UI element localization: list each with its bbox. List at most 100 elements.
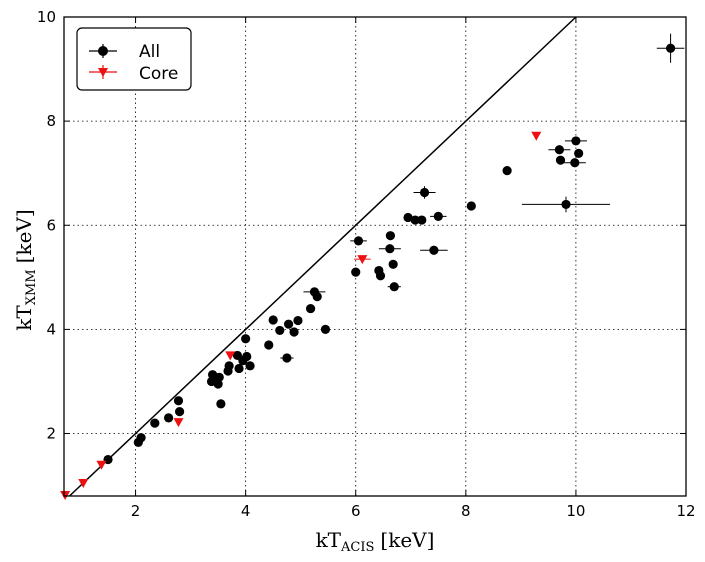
data-point-all: [564, 136, 587, 146]
legend-label-all: All: [139, 42, 160, 62]
point-marker: [665, 43, 676, 53]
point-marker: [96, 460, 107, 470]
x-axis-label: kTACIS [keV]: [316, 528, 435, 555]
data-point-all: [548, 145, 571, 155]
legend: All Core: [76, 27, 192, 91]
plot-frame: [63, 16, 687, 497]
data-point-all: [502, 165, 512, 176]
x-tick-label: 12: [676, 502, 695, 520]
y-tick-label: 6: [46, 216, 56, 234]
point-marker: [419, 187, 430, 198]
data-point-all: [375, 271, 386, 281]
data-point-all: [224, 361, 234, 371]
point-marker: [224, 361, 234, 371]
point-marker: [289, 327, 299, 337]
point-marker: [351, 267, 361, 277]
data-point-core: [78, 478, 89, 488]
data-point-all: [312, 291, 322, 302]
point-marker: [268, 315, 278, 325]
legend-box: [76, 27, 192, 91]
point-marker: [173, 418, 184, 428]
point-marker: [320, 324, 331, 334]
point-marker: [502, 165, 512, 176]
point-marker: [410, 215, 420, 225]
point-marker: [305, 303, 316, 314]
point-marker: [214, 372, 224, 382]
data-point-all: [289, 327, 299, 337]
x-tick-label: 10: [566, 502, 585, 520]
data-point-all: [293, 315, 303, 326]
data-point-all: [574, 148, 584, 159]
point-marker: [570, 158, 580, 168]
point-marker: [150, 418, 160, 428]
data-point-all: [213, 379, 223, 389]
data-point-all: [555, 155, 566, 165]
y-tick-label: 10: [37, 8, 56, 26]
data-point-all: [173, 396, 184, 406]
point-marker: [136, 433, 146, 443]
point-marker: [293, 315, 303, 326]
x-tick-label: 6: [351, 502, 361, 520]
data-point-all: [275, 325, 285, 336]
data-point-core: [354, 255, 371, 265]
data-point-all: [136, 433, 146, 443]
point-marker: [571, 136, 581, 146]
x-tick-label: 8: [461, 502, 471, 520]
point-marker: [216, 399, 226, 409]
point-marker: [282, 353, 292, 363]
point-marker: [417, 215, 427, 225]
data-point-core: [225, 351, 236, 361]
data-point-all: [214, 372, 224, 382]
data-point-all: [241, 334, 251, 344]
data-point-all: [403, 212, 413, 223]
point-marker: [389, 282, 399, 292]
x-tick-label: 2: [131, 502, 141, 520]
y-tick-label: 4: [46, 320, 56, 338]
point-marker: [466, 201, 476, 211]
data-point-core: [173, 418, 184, 428]
data-point-all: [417, 215, 427, 225]
data-point-all: [388, 259, 398, 269]
data-point-all: [466, 201, 476, 211]
data-point-all: [264, 340, 274, 350]
point-marker: [429, 245, 439, 255]
data-point-all: [234, 363, 244, 374]
data-point-all: [280, 353, 294, 363]
point-marker: [174, 407, 185, 417]
point-marker: [213, 379, 223, 389]
data-point-all: [283, 319, 294, 329]
data-point-all: [387, 282, 401, 292]
data-point-all: [305, 303, 316, 314]
data-point-all: [150, 418, 160, 428]
data-point-all: [320, 324, 331, 334]
data-point-all: [378, 244, 401, 254]
data-point-all: [242, 351, 252, 362]
point-marker: [375, 271, 386, 281]
grid: [64, 17, 686, 496]
ticks: 2 4 6 8 10 12 2 4 6 8 10: [37, 8, 696, 520]
point-marker: [353, 236, 364, 246]
identity-line-group: [68, 16, 577, 497]
data-point-all: [350, 236, 367, 246]
point-marker: [264, 340, 274, 350]
data-point-all: [410, 215, 420, 225]
point-marker: [433, 211, 443, 222]
y-tick-label: 2: [46, 425, 56, 443]
data-point-all: [413, 186, 436, 199]
point-marker: [283, 319, 294, 329]
point-marker: [531, 131, 542, 141]
point-marker: [403, 212, 413, 223]
data-point-all: [174, 407, 185, 417]
data-points: [60, 33, 685, 500]
data-point-all: [430, 211, 447, 222]
point-marker: [163, 413, 174, 423]
point-marker: [275, 325, 285, 336]
data-point-all: [245, 361, 255, 371]
point-marker: [574, 148, 584, 159]
data-point-core: [531, 131, 542, 141]
data-point-all: [521, 196, 611, 213]
point-marker: [555, 155, 566, 165]
point-marker: [241, 334, 251, 344]
point-marker: [242, 351, 252, 362]
point-marker: [388, 259, 398, 269]
